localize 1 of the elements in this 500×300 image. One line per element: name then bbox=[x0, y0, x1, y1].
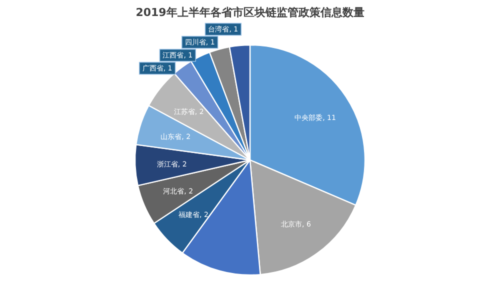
chart-title: 2019年上半年各省市区块链监管政策信息数量 bbox=[136, 6, 364, 19]
